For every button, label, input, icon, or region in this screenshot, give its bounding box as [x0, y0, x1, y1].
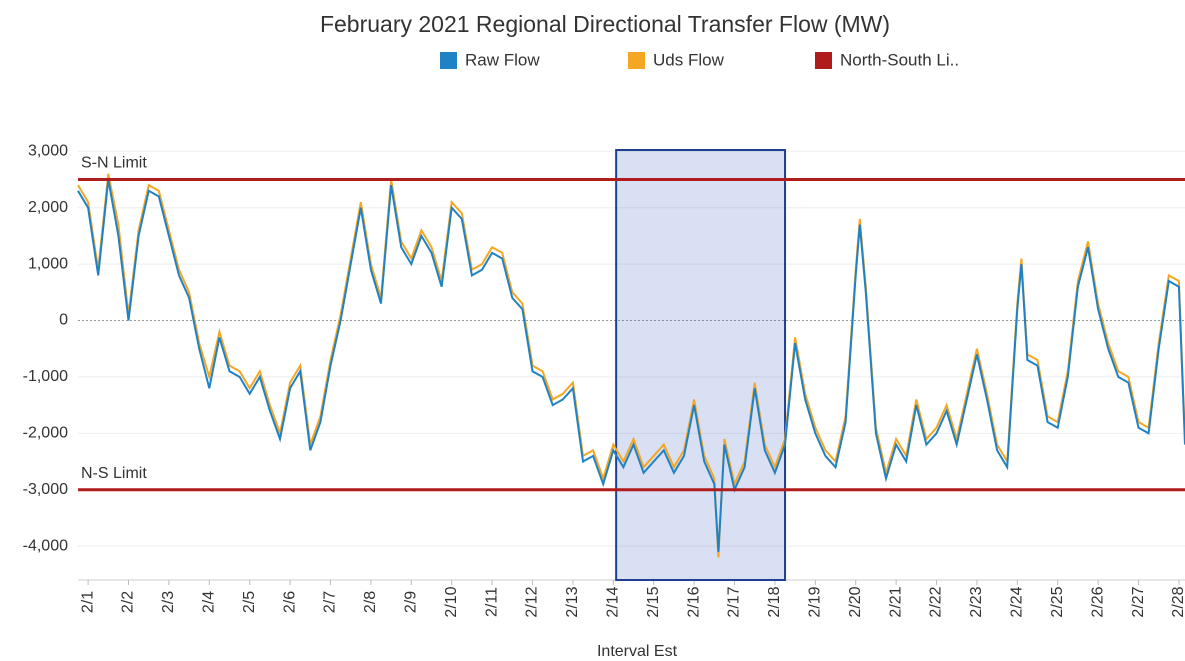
legend-label: Uds Flow: [653, 50, 725, 69]
x-tick-label: 2/14: [605, 586, 622, 617]
series-line: [77, 179, 1185, 552]
x-tick-label: 2/18: [766, 586, 783, 617]
x-tick-label: 2/17: [726, 586, 743, 617]
legend-label: Raw Flow: [465, 50, 540, 69]
x-tick-label: 2/26: [1089, 586, 1106, 617]
limit-label: S-N Limit: [81, 155, 147, 172]
legend-swatch: [628, 52, 645, 69]
y-tick-label: -2,000: [23, 425, 68, 442]
x-tick-label: 2/12: [524, 586, 541, 617]
limit-label: N-S Limit: [81, 465, 147, 482]
x-tick-label: 2/20: [847, 586, 864, 617]
x-tick-label: 2/15: [645, 586, 662, 617]
x-tick-label: 2/2: [120, 591, 137, 613]
x-tick-label: 2/19: [807, 586, 824, 617]
x-tick-label: 2/28: [1170, 586, 1185, 617]
x-tick-label: 2/10: [443, 586, 460, 617]
x-tick-label: 2/24: [1009, 586, 1026, 617]
x-tick-label: 2/13: [564, 586, 581, 617]
x-tick-label: 2/22: [928, 586, 945, 617]
selection: [615, 149, 787, 581]
x-tick-label: 2/11: [483, 587, 500, 617]
x-tick-label: 2/27: [1130, 586, 1147, 617]
x-tick-label: 2/21: [887, 586, 904, 617]
x-tick-label: 2/25: [1049, 586, 1066, 617]
x-tick-label: 2/1: [79, 591, 96, 613]
legend-label: North-South Li..: [840, 50, 959, 69]
x-tick-label: 2/4: [201, 591, 218, 613]
legend-swatch: [440, 52, 457, 69]
x-tick-label: 2/7: [322, 591, 339, 613]
y-tick-label: 2,000: [28, 199, 68, 216]
y-tick-label: 0: [59, 312, 68, 329]
legend-swatch: [815, 52, 832, 69]
x-axis-label: Interval Est: [597, 643, 678, 660]
x-tick-label: 2/8: [362, 591, 379, 613]
x-tick-label: 2/16: [685, 586, 702, 617]
y-tick-label: 1,000: [28, 255, 68, 272]
y-tick-label: -3,000: [23, 481, 68, 498]
y-tick-label: 3,000: [28, 143, 68, 160]
x-tick-label: 2/5: [241, 591, 258, 613]
x-tick-label: 2/23: [968, 586, 985, 617]
x-tick-label: 2/9: [403, 591, 420, 613]
x-tick-label: 2/6: [281, 591, 298, 613]
chart-title: February 2021 Regional Directional Trans…: [320, 11, 890, 37]
y-tick-label: -4,000: [23, 537, 68, 554]
x-tick-label: 2/3: [160, 591, 177, 613]
y-tick-label: -1,000: [23, 368, 68, 385]
